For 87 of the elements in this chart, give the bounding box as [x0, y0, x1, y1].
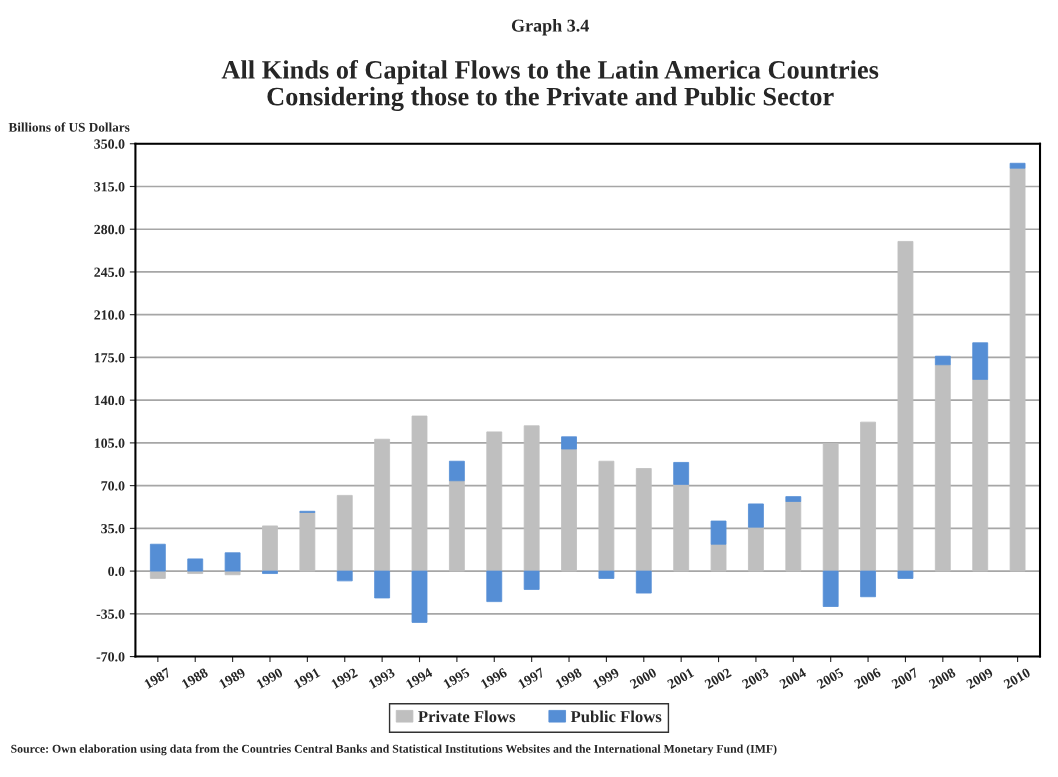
x-tick-label: 1999: [592, 667, 620, 689]
x-tick-label: 2005: [816, 667, 845, 690]
y-tick-label: 175.0: [94, 353, 125, 363]
x-tick-label: 1990: [255, 667, 284, 689]
bar: [673, 483, 690, 572]
x-tick-label: 1987: [143, 667, 172, 689]
bar: [187, 558, 204, 572]
bar: [486, 570, 503, 603]
bar: [635, 570, 652, 594]
x-tick-label: 1997: [517, 667, 546, 689]
bar: [972, 378, 989, 572]
x-tick-label: 2003: [741, 667, 770, 690]
y-tick-label: 0.0: [108, 566, 125, 577]
bar: [561, 448, 577, 572]
bar: [262, 525, 278, 572]
x-tick-label: 2010: [1003, 667, 1031, 690]
source-note: Source: Own elaboration using data from the Countries Central Banks and Statistical Institutions Websites and the International Monetary Fund (IMF): [11, 744, 777, 756]
bar: [486, 431, 503, 572]
chart-title: All Kinds of Capital Flows to the Latin America Countries Considering those to the Private and Public Sector: [221, 59, 879, 112]
bar: [598, 460, 615, 572]
x-tick-label: 1988: [181, 667, 209, 689]
bar: [897, 570, 914, 579]
bar: [710, 543, 727, 572]
bar: [748, 503, 764, 528]
bar: [860, 570, 876, 598]
bar: [299, 512, 316, 572]
x-tick-label: 2006: [853, 667, 882, 690]
bar: [897, 241, 914, 572]
y-axis-title: Billions of US Dollars: [8, 122, 130, 132]
x-tick-label: 2009: [965, 667, 994, 690]
bar: [1009, 167, 1026, 572]
bar: [822, 570, 839, 607]
x-tick-label: 1996: [480, 667, 508, 689]
y-tick-label: 280.0: [94, 224, 125, 235]
bar: [374, 438, 391, 572]
x-tick-label: 1989: [218, 667, 246, 689]
legend-label: Private Flows: [418, 710, 516, 723]
bar: [262, 570, 278, 574]
bar: [149, 543, 166, 572]
bar: [934, 364, 951, 572]
bar: [523, 570, 540, 590]
bar: [748, 526, 764, 572]
x-tick-label: 2000: [629, 667, 658, 690]
y-tick-label: -70.0: [96, 652, 125, 662]
y-tick-label: -35.0: [96, 609, 125, 619]
y-tick-label: 210.0: [94, 310, 125, 320]
bar: [785, 496, 802, 502]
bar: [411, 570, 428, 623]
bar: [523, 425, 540, 572]
bar: [411, 415, 428, 572]
bar: [374, 570, 391, 599]
bar: [673, 462, 690, 485]
bar: [448, 460, 465, 482]
y-tick-label: 315.0: [94, 182, 125, 192]
x-tick-label: 1992: [330, 667, 358, 689]
y-tick-label: 245.0: [94, 267, 125, 277]
y-tick-label: 350.0: [94, 139, 125, 149]
bar: [710, 520, 727, 545]
y-tick-label: 70.0: [101, 481, 125, 491]
legend-label: Public Flows: [570, 710, 662, 723]
x-tick-label: 1993: [368, 667, 396, 689]
x-tick-label: 2008: [928, 667, 957, 690]
y-tick-label: 35.0: [101, 523, 125, 534]
bar: [860, 421, 876, 572]
bar: [224, 552, 241, 572]
bar: [448, 480, 465, 572]
x-tick-label: 2001: [666, 667, 695, 690]
x-tick-label: 1994: [405, 667, 434, 689]
bar: [598, 570, 615, 579]
x-tick-label: 2004: [778, 667, 807, 690]
bar: [635, 468, 652, 572]
x-tick-label: 1991: [293, 667, 321, 689]
y-tick-label: 140.0: [94, 395, 125, 406]
bar: [336, 494, 353, 572]
bar: [785, 501, 802, 572]
bar: [336, 570, 353, 582]
x-tick-label: 1995: [442, 667, 471, 689]
bar: [561, 436, 577, 450]
bar: [1009, 162, 1026, 169]
bar: [822, 443, 839, 572]
x-tick-label: 2007: [890, 667, 919, 690]
x-tick-label: 1998: [555, 667, 583, 689]
x-tick-label: 2002: [704, 667, 732, 690]
bar: [934, 355, 951, 366]
y-tick-label: 105.0: [94, 438, 125, 448]
chart-subtitle: Graph 3.4: [511, 19, 589, 36]
bar: [972, 342, 989, 380]
